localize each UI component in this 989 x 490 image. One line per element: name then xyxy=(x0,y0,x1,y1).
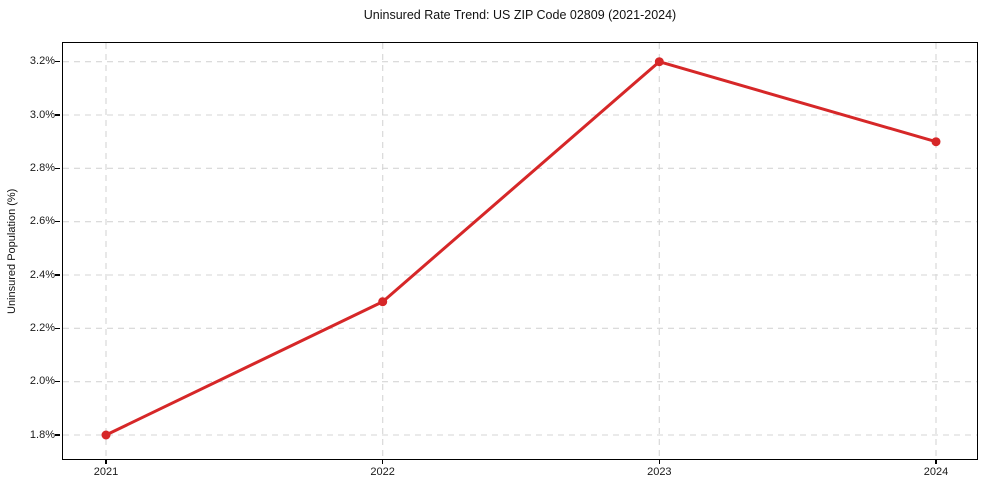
x-tick-mark xyxy=(935,459,937,464)
y-tick-mark xyxy=(55,60,60,63)
y-axis-label: Uninsured Population (%) xyxy=(6,188,18,314)
x-tick-label: 2023 xyxy=(647,466,672,478)
y-tick-mark xyxy=(55,114,60,116)
data-point-marker xyxy=(654,56,664,66)
x-tick-mark xyxy=(658,459,661,464)
line-chart-svg xyxy=(62,42,977,459)
y-tick-label: 1.8% xyxy=(29,428,55,441)
y-tick-mark xyxy=(55,220,60,223)
chart-title: Uninsured Rate Trend: US ZIP Code 02809 … xyxy=(363,8,677,22)
y-tick-mark xyxy=(55,274,60,276)
data-point-marker xyxy=(101,430,110,439)
y-tick-label: 2.2% xyxy=(29,321,55,334)
plot-area xyxy=(61,41,978,460)
trend-line xyxy=(104,59,937,436)
y-tick-label: 3.2% xyxy=(29,55,55,68)
y-tick-mark xyxy=(55,167,60,170)
x-tick-mark xyxy=(105,459,107,464)
y-tick-mark xyxy=(55,434,60,436)
x-tick-label: 2024 xyxy=(923,466,949,478)
data-point-marker xyxy=(931,136,940,146)
y-tick-mark xyxy=(55,380,60,383)
x-tick-mark xyxy=(381,459,384,464)
x-tick-label: 2022 xyxy=(370,466,395,478)
y-tick-label: 3.0% xyxy=(29,108,55,121)
y-tick-mark xyxy=(55,327,60,330)
y-tick-label: 2.4% xyxy=(29,268,55,281)
y-tick-label: 2.6% xyxy=(29,215,55,228)
x-tick-label: 2021 xyxy=(93,466,119,478)
y-tick-label: 2.0% xyxy=(29,375,55,388)
data-point-marker xyxy=(377,296,387,306)
y-tick-label: 2.8% xyxy=(29,161,55,174)
